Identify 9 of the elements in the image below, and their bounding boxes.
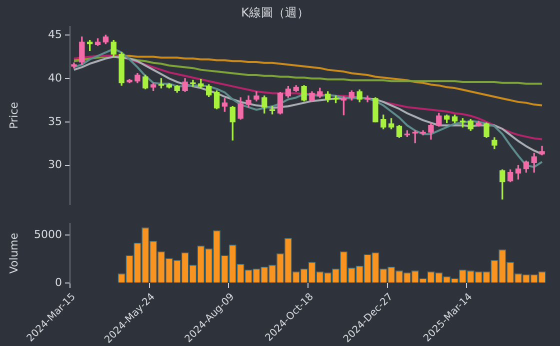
y-tick-label: 5000 <box>34 228 62 241</box>
y-tick-label: 0 <box>55 276 62 289</box>
y-axis-title: Price <box>7 102 20 129</box>
chart-title: K線圖（週） <box>241 5 309 20</box>
y-axis-title: Volume <box>7 232 20 274</box>
y-tick-label: 35 <box>48 114 62 128</box>
y-tick-label: 45 <box>48 28 62 41</box>
y-tick-label: 30 <box>48 158 62 172</box>
y-tick-label: 40 <box>48 71 62 84</box>
